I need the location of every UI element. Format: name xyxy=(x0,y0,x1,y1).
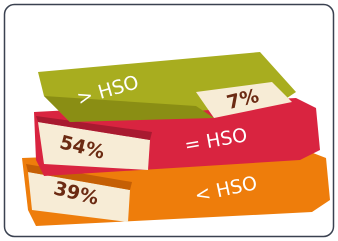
infographic: > HSO 7% 54% = HSO 39% < HSO xyxy=(0,0,338,241)
page: > HSO 7% 54% = HSO 39% < HSO (() => { co… xyxy=(0,0,338,241)
